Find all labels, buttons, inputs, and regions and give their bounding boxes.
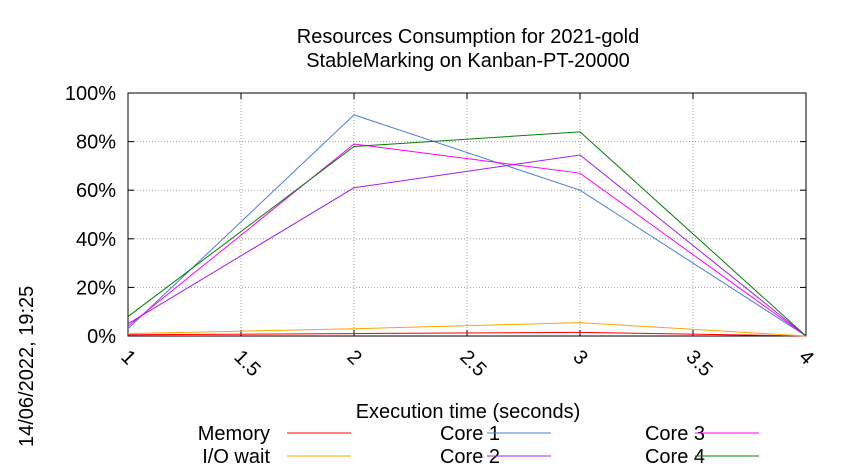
x-axis-label: Execution time (seconds): [356, 401, 581, 423]
y-tick-label: 80%: [76, 132, 116, 154]
chart-title-line2: StableMarking on Kanban-PT-20000: [306, 50, 630, 72]
series-line-core-3: [127, 143, 807, 337]
legend-label-core-3: Core 3: [645, 423, 705, 445]
x-tick-label: 1: [116, 346, 139, 369]
series-line-core-2: [127, 154, 807, 337]
grid-lines: [127, 92, 807, 337]
series-line-core-4: [127, 131, 807, 337]
chart-title-line1: Resources Consumption for 2021-gold: [297, 26, 639, 48]
y-tick-labels: 0% 20% 40% 60% 80% 100%: [65, 83, 116, 348]
series-lines: [127, 114, 807, 337]
x-tick-label: 4: [794, 346, 817, 369]
x-tick-label: 3: [568, 346, 591, 369]
legend-label-i-o-wait: I/O wait: [202, 446, 270, 468]
legend-label-core-1: Core 1: [440, 423, 500, 445]
plot-frame: [127, 92, 807, 337]
x-tick-label: 2.5: [455, 346, 490, 381]
x-tick-label: 2: [342, 346, 365, 369]
x-tick-label: 1.5: [229, 346, 264, 381]
y-tick-label: 40%: [76, 229, 116, 251]
series-line-core-1: [127, 114, 807, 337]
y-tick-label: 100%: [65, 83, 116, 105]
y-tick-label: 20%: [76, 277, 116, 299]
series-line-i-o-wait: [127, 322, 807, 337]
x-tick-labels: 1 1.5 2 2.5 3 3.5 4: [116, 346, 817, 381]
legend-label-core-2: Core 2: [440, 446, 500, 468]
legend-label-memory: Memory: [198, 423, 270, 445]
y-tick-label: 0%: [87, 326, 116, 348]
timestamp-label: 14/06/2022, 19:25: [16, 286, 38, 447]
legend-label-core-4: Core 4: [645, 446, 705, 468]
y-tick-label: 60%: [76, 180, 116, 202]
x-tick-label: 3.5: [681, 346, 716, 381]
series-line-memory: [127, 331, 807, 337]
